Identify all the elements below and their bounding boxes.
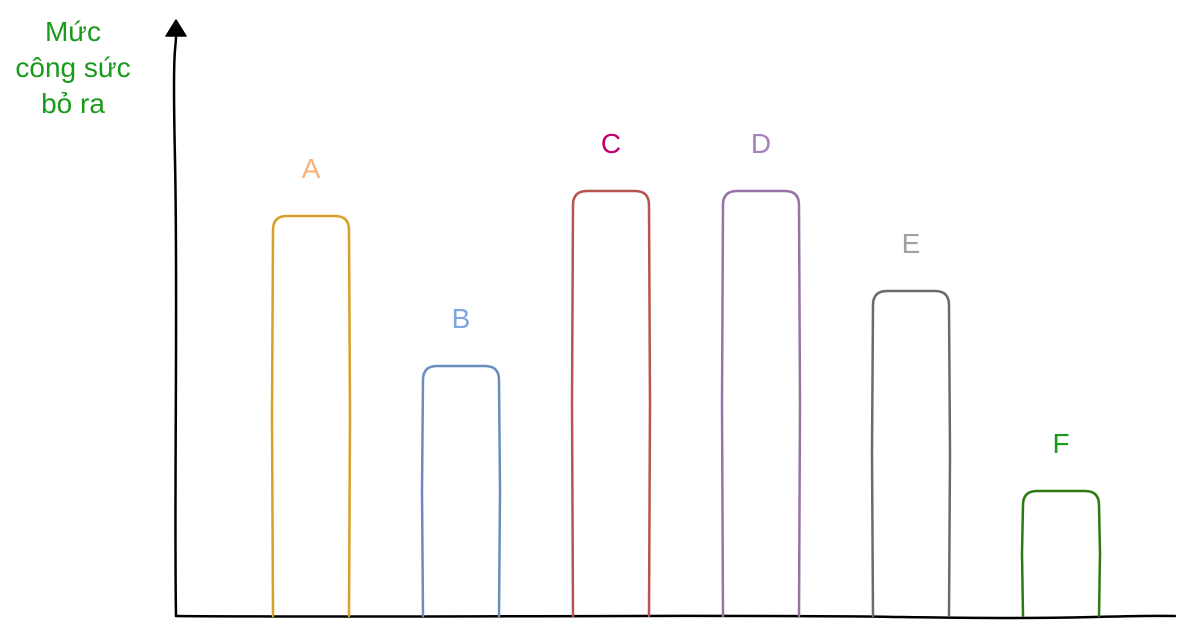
y-axis-label: Mức công sức bỏ ra (0, 14, 146, 122)
bar-f (1020, 489, 1102, 618)
y-axis-label-line-3: bỏ ra (41, 88, 105, 119)
bar-d (720, 189, 802, 618)
bar-label-c: C (601, 128, 621, 159)
bar-label-b: B (452, 303, 471, 334)
bar-b (420, 364, 502, 618)
x-axis-line (174, 614, 1177, 620)
y-axis-line (172, 22, 178, 618)
bar-label-a: A (302, 153, 321, 184)
bar-label-e: E (902, 228, 921, 259)
bar-a (270, 214, 352, 618)
bar-label-d: D (751, 128, 771, 159)
y-axis-arrowhead (165, 19, 187, 37)
bar-label-f: F (1052, 428, 1069, 459)
bar-c (570, 189, 652, 618)
bar-e (870, 289, 952, 618)
y-axis-label-line-1: Mức (44, 16, 102, 47)
y-axis-label-line-2: công sức (15, 52, 131, 83)
